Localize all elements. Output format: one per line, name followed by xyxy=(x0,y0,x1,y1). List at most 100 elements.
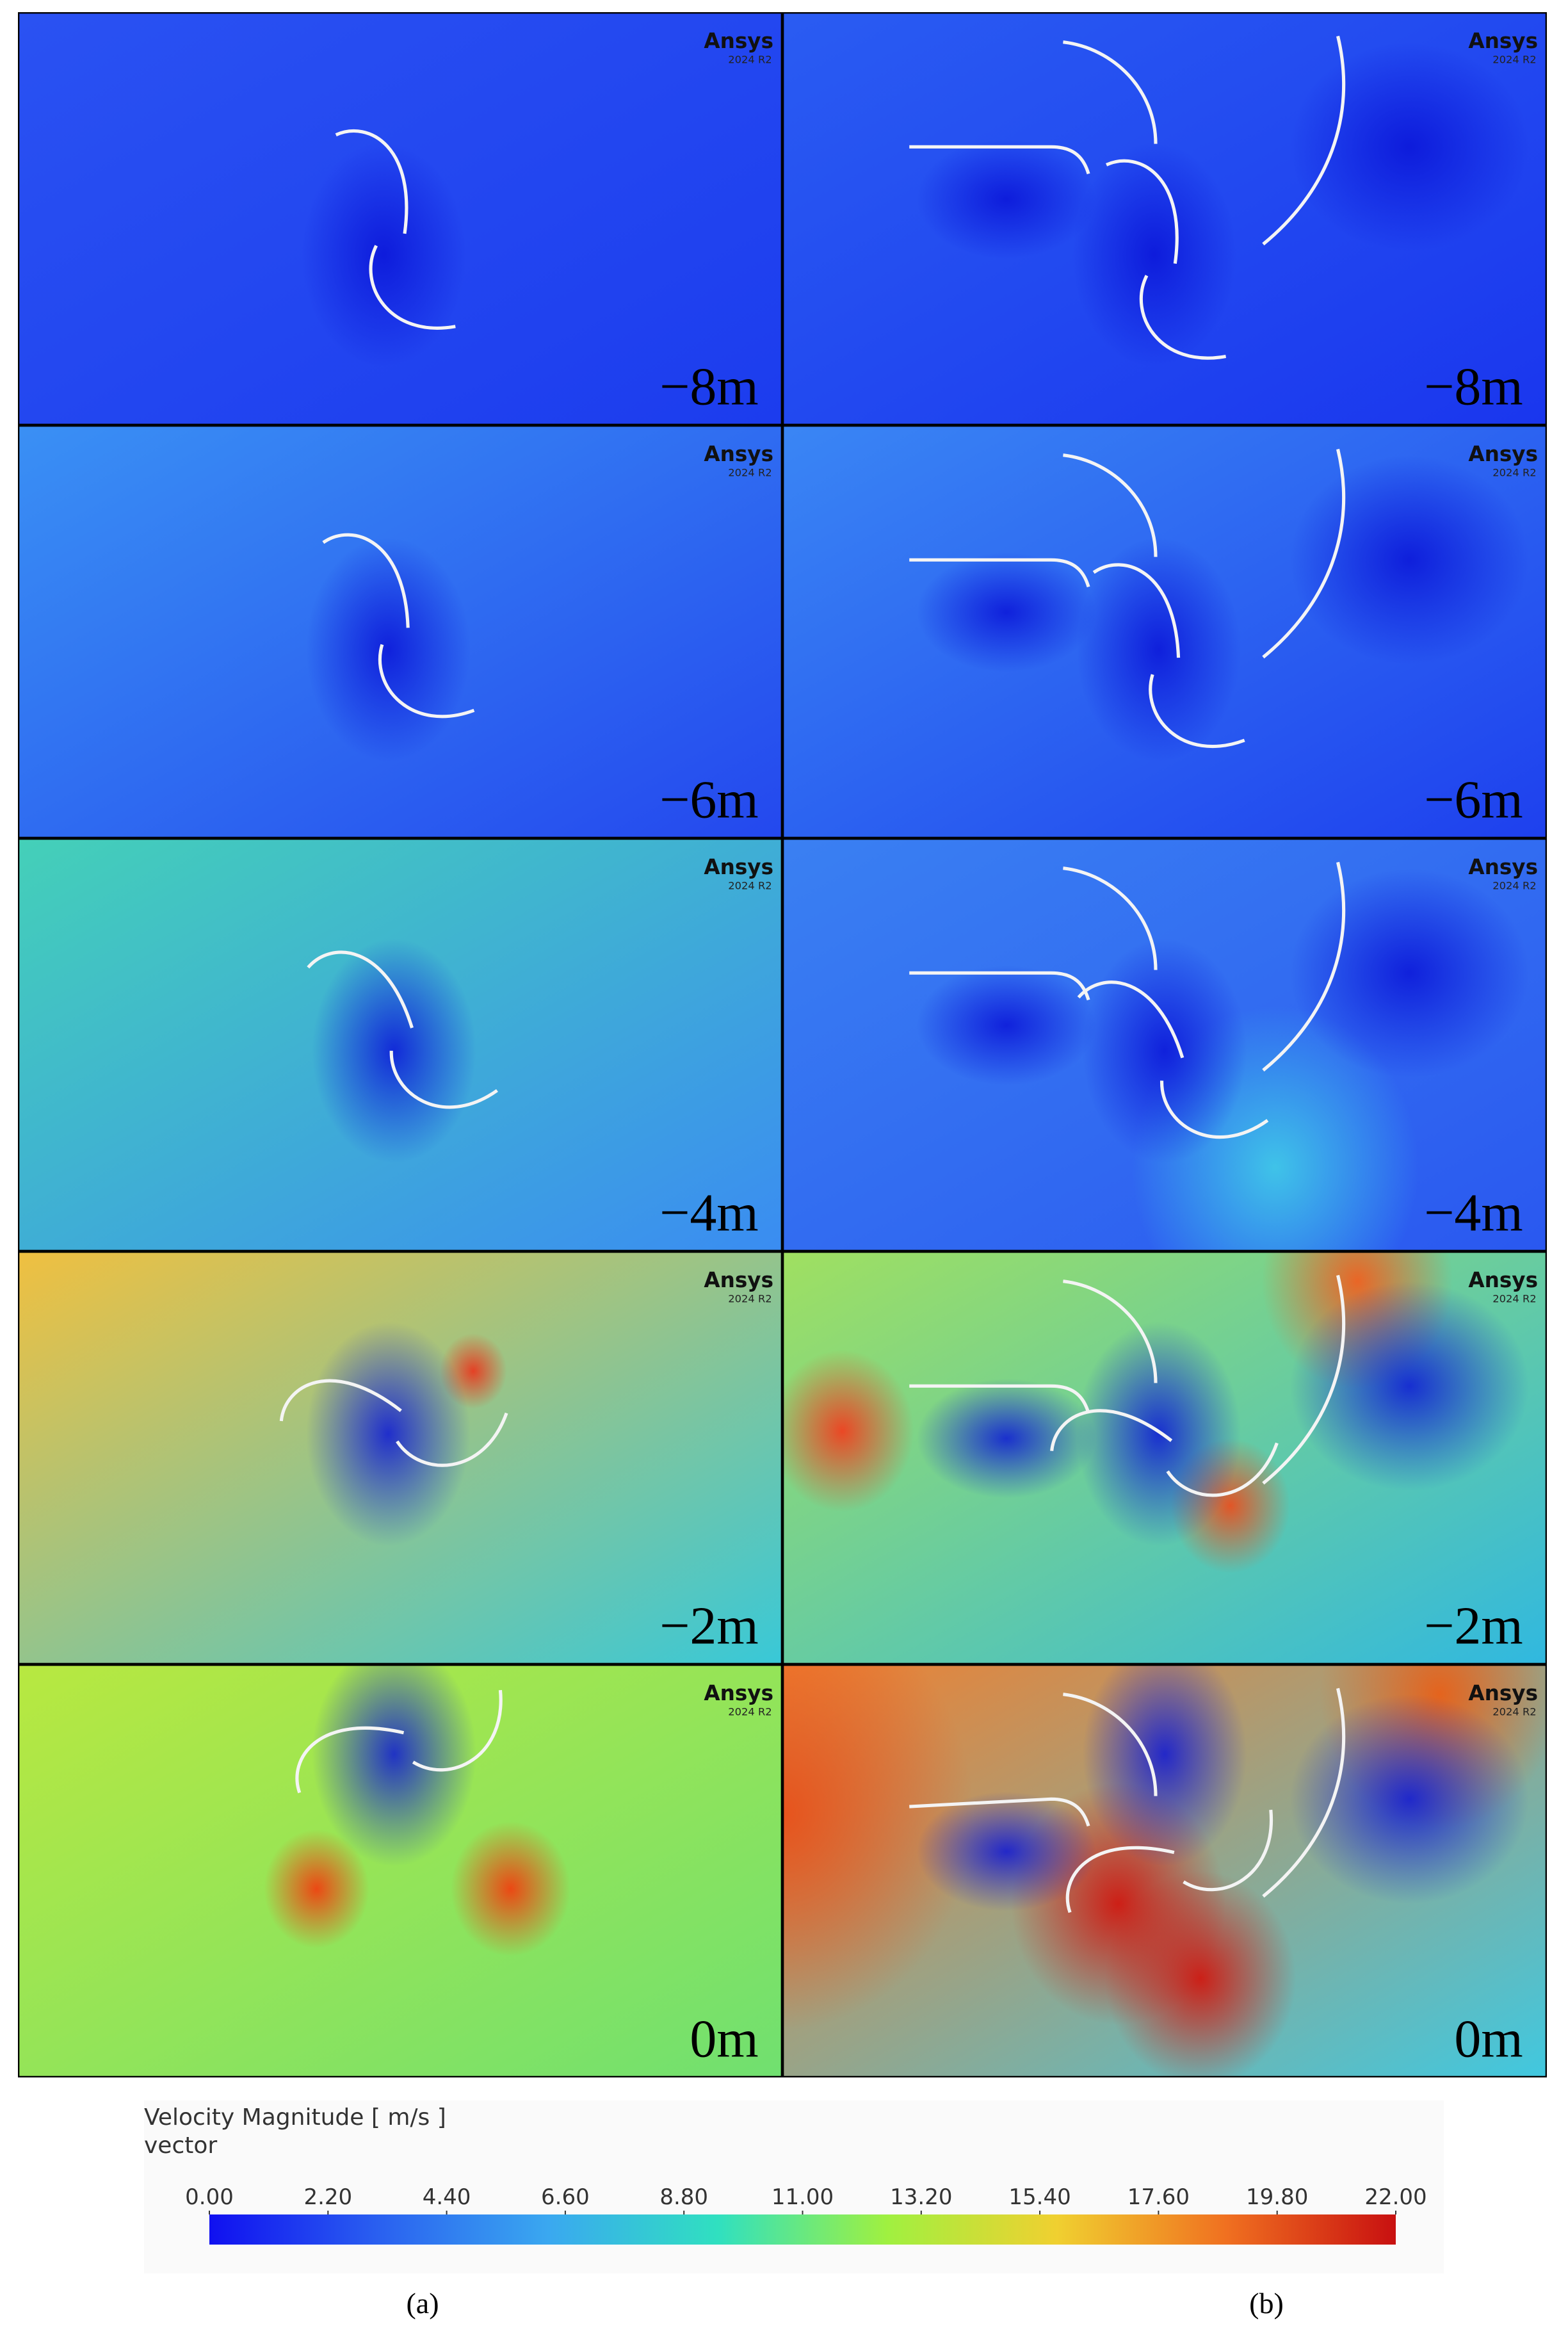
depth-label: −6m xyxy=(659,770,759,829)
wake-zone xyxy=(1289,455,1530,665)
watermark-brand: Ansys xyxy=(1468,1681,1538,1705)
wake-zone xyxy=(916,552,1096,672)
watermark-version: 2024 R2 xyxy=(1492,466,1536,478)
watermark-brand: Ansys xyxy=(1468,1268,1538,1292)
rotor-blade xyxy=(307,950,498,1109)
guide-vane-large xyxy=(1262,1687,1346,1898)
rotor xyxy=(1077,980,1269,1139)
guide-vane-large xyxy=(1262,448,1346,659)
guide-vane xyxy=(1063,1693,1158,1796)
rotor xyxy=(1050,1409,1279,1497)
depth-label: −8m xyxy=(1424,357,1523,416)
wake-zone xyxy=(1082,1664,1247,1867)
caption-a: (a) xyxy=(406,2287,439,2320)
rotor-blade xyxy=(1065,1809,1273,1913)
watermark-version: 2024 R2 xyxy=(728,879,772,891)
watermark-brand: Ansys xyxy=(704,855,773,879)
watermark-brand: Ansys xyxy=(704,1268,773,1292)
rotor-blade xyxy=(295,1689,503,1794)
high-velocity-zone xyxy=(782,1664,974,2030)
rotor xyxy=(1105,159,1227,360)
rotor xyxy=(322,533,475,719)
watermark-brand: Ansys xyxy=(1468,29,1538,53)
rotor-blade xyxy=(1077,980,1269,1139)
rotor xyxy=(1092,563,1245,749)
rotor-blade xyxy=(335,129,456,330)
guide-vane-large xyxy=(1262,1274,1346,1485)
watermark-brand: Ansys xyxy=(704,29,773,53)
watermark-version: 2024 R2 xyxy=(1492,1705,1536,1718)
caption-b: (b) xyxy=(1249,2287,1284,2320)
rotor-blade xyxy=(1050,1409,1279,1497)
deflector-plate xyxy=(909,1797,1090,1827)
wake-zone xyxy=(302,142,466,367)
rotor-blade xyxy=(322,533,475,719)
depth-label: −4m xyxy=(659,1183,759,1242)
colorbar-title: Velocity Magnitude [ m/s ] xyxy=(144,2104,446,2131)
wake-zone xyxy=(1289,868,1530,1078)
wake-zone xyxy=(306,537,471,762)
guide-vane xyxy=(1063,1280,1158,1383)
depth-label: −6m xyxy=(1424,770,1523,829)
colorbar-tick-label: 19.80 xyxy=(1246,2184,1308,2210)
colorbar-tick-label: 15.40 xyxy=(1008,2184,1071,2210)
colorbar-tick-label: 6.60 xyxy=(541,2184,590,2210)
guide-vane xyxy=(1063,453,1158,557)
colorbar-tick-label: 4.40 xyxy=(423,2184,471,2210)
wake-zone xyxy=(1072,142,1236,367)
rotor-blade xyxy=(1105,159,1227,360)
colorbar-tick-label: 8.80 xyxy=(659,2184,708,2210)
rotor xyxy=(295,1689,503,1794)
colorbar-tick-label: 0.00 xyxy=(185,2184,234,2210)
rotor xyxy=(1065,1809,1273,1913)
watermark-brand: Ansys xyxy=(1468,442,1538,466)
watermark-brand: Ansys xyxy=(1468,855,1538,879)
colorbar-tick-label: 17.60 xyxy=(1128,2184,1190,2210)
high-velocity-zone xyxy=(782,1350,914,1512)
guide-vane xyxy=(1063,40,1158,144)
colorbar-tick-label: 22.00 xyxy=(1364,2184,1427,2210)
wake-zone xyxy=(916,139,1096,259)
guide-vane-large xyxy=(1262,35,1346,246)
deflector-plate xyxy=(909,558,1090,588)
rotor-blade xyxy=(279,1379,508,1467)
watermark-version: 2024 R2 xyxy=(1492,879,1536,891)
colorbar-tick-label: 13.20 xyxy=(890,2184,952,2210)
wake-zone xyxy=(306,1321,471,1547)
wake-zone xyxy=(1289,42,1530,252)
depth-label: −2m xyxy=(659,1596,759,1655)
rotor xyxy=(279,1379,508,1467)
rotor xyxy=(307,950,498,1109)
wake-zone xyxy=(1289,1694,1530,1904)
wake-zone xyxy=(312,1664,476,1867)
depth-label: −2m xyxy=(1424,1596,1523,1655)
watermark-version: 2024 R2 xyxy=(728,1705,772,1718)
rotor xyxy=(335,129,456,330)
high-velocity-zone xyxy=(264,1830,369,1949)
deflector-plate xyxy=(909,1384,1090,1414)
colorbar-tick-label: 2.20 xyxy=(303,2184,352,2210)
wake-zone xyxy=(1076,537,1241,762)
depth-label: −8m xyxy=(659,357,759,416)
wake-zone xyxy=(1076,1321,1241,1547)
wake-zone xyxy=(1082,938,1247,1164)
watermark-version: 2024 R2 xyxy=(728,53,772,65)
wake-zone xyxy=(916,1791,1096,1912)
watermark-brand: Ansys xyxy=(704,1681,773,1705)
high-velocity-zone xyxy=(1104,1871,1297,2077)
colorbar-tick-label: 11.00 xyxy=(772,2184,834,2210)
colorbar xyxy=(209,2214,1396,2245)
depth-label: 0m xyxy=(1454,2009,1523,2068)
high-velocity-zone xyxy=(451,1821,570,1956)
watermark-version: 2024 R2 xyxy=(1492,1292,1536,1304)
